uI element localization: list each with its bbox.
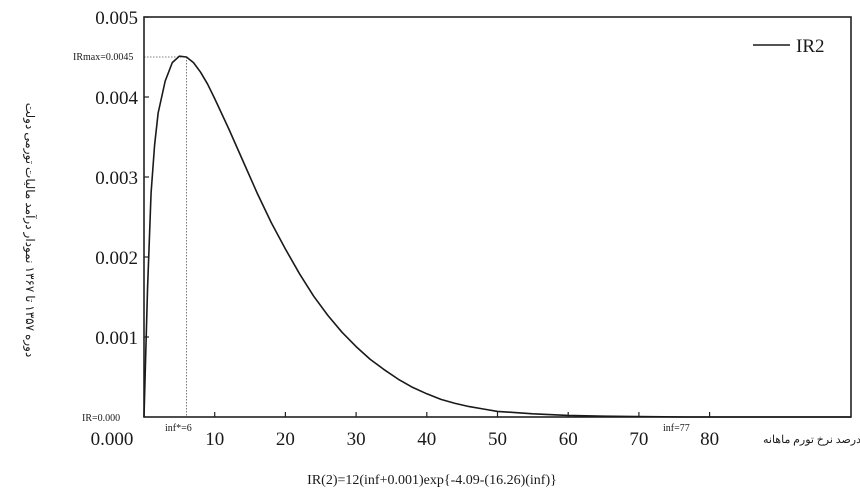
- series-line-ir2: [143, 55, 851, 418]
- legend-label-ir2: IR2: [796, 36, 825, 57]
- formula-caption: IR(2)=12(inf+0.001)exp{-4.09-(16.26)(inf…: [307, 473, 557, 488]
- x-tick-label: 20: [276, 429, 295, 450]
- ir-zero-annotation: IR=0.000: [82, 413, 120, 424]
- y-tick-label: 0.004: [95, 88, 138, 109]
- inf-77-annotation: inf=77: [663, 423, 690, 434]
- x-tick-label: 0.000: [91, 429, 134, 450]
- y-tick-label: 0.005: [95, 8, 138, 29]
- y-tick-label: 0.002: [95, 248, 138, 269]
- x-tick-label: 30: [347, 429, 366, 450]
- x-tick-label: 70: [629, 429, 648, 450]
- x-axis-ticks: 0.000 10 20 30 40 50 60 70 80: [91, 412, 719, 450]
- inf-star-annotation: inf*=6: [165, 423, 192, 434]
- plot-frame: [143, 16, 852, 418]
- annotations: IRmax=0.0045 IR=0.000 inf*=6 inf=77: [73, 52, 690, 434]
- x-tick-label: 40: [417, 429, 436, 450]
- guide-lines: [144, 56, 187, 417]
- y-tick-label: 0.001: [95, 328, 138, 349]
- y-axis-ticks: 0.005 0.004 0.003 0.002 0.001: [95, 8, 149, 349]
- y-tick-label: 0.003: [95, 168, 138, 189]
- y-axis-label: دوره ۱۳۵۷ تا ۱۳۶۷ نمودار درآمد مالیات تو…: [23, 103, 38, 358]
- ir-max-annotation: IRmax=0.0045: [73, 52, 133, 63]
- legend: IR2: [753, 36, 825, 57]
- x-axis-label: درصد نرخ تورم ماهانه: [763, 434, 860, 446]
- x-tick-label: 60: [559, 429, 578, 450]
- x-tick-label: 10: [205, 429, 224, 450]
- x-tick-label: 80: [700, 429, 719, 450]
- x-tick-label: 50: [488, 429, 507, 450]
- series-layer: [143, 55, 851, 418]
